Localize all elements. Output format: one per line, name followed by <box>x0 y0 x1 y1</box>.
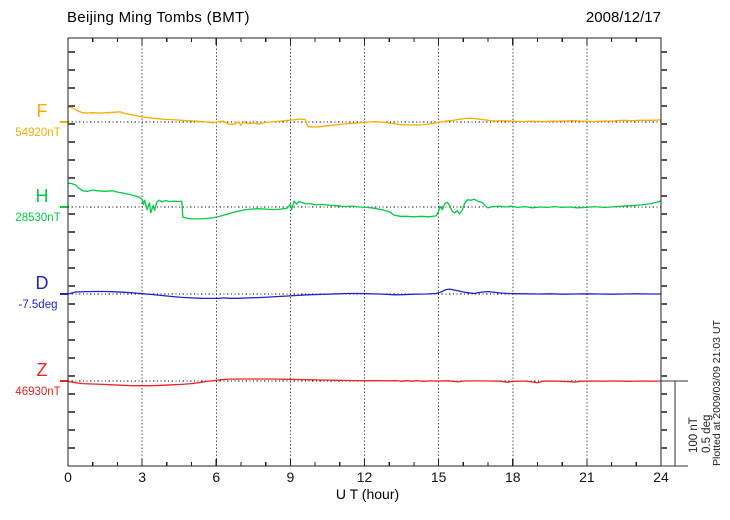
channel-baseline-F: 54920nT <box>15 127 61 139</box>
x-tick-label-3: 3 <box>138 469 147 485</box>
x-tick-label-15: 15 <box>430 469 447 485</box>
channel-baseline-D: -7.5deg <box>18 299 58 311</box>
channel-label-H: H <box>35 186 49 206</box>
channel-label-Z: Z <box>36 360 48 380</box>
channel-label-D: D <box>35 273 49 293</box>
x-tick-label-9: 9 <box>286 469 295 485</box>
trace-D <box>67 288 662 300</box>
scale-bar-label-nt: 100 nT <box>688 417 700 453</box>
x-tick-label-21: 21 <box>579 469 595 485</box>
x-tick-label-24: 24 <box>653 469 669 485</box>
station-title: Beijing Ming Tombs (BMT) <box>67 9 250 26</box>
channel-baseline-H: 28530nT <box>15 212 61 224</box>
x-tick-label-6: 6 <box>212 469 221 485</box>
x-tick-label-12: 12 <box>356 469 373 485</box>
x-tick-label-0: 0 <box>64 469 72 485</box>
trace-H <box>67 182 662 220</box>
x-axis-title: U T (hour) <box>335 486 400 502</box>
trace-Z <box>67 378 662 387</box>
trace-F <box>67 106 662 128</box>
x-tick-label-18: 18 <box>504 469 521 485</box>
channel-label-F: F <box>36 101 48 121</box>
plotted-at-credit: Plotted at 2009/03/09 21:03 UT <box>711 320 723 466</box>
channel-baseline-Z: 46930nT <box>15 386 61 398</box>
observation-date: 2008/12/17 <box>585 9 661 26</box>
